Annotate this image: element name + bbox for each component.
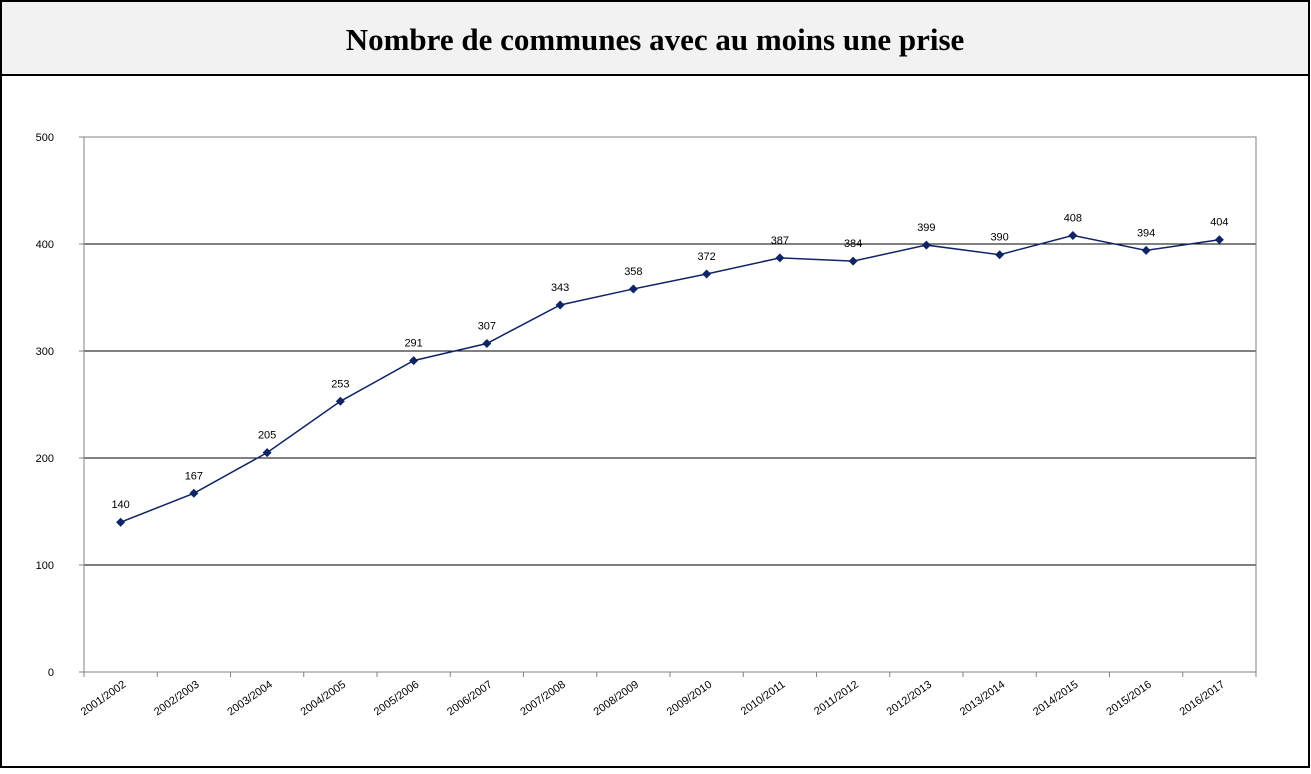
marker bbox=[1068, 230, 1078, 240]
marker bbox=[555, 300, 565, 310]
y-tick-label: 200 bbox=[36, 453, 54, 465]
data-label: 358 bbox=[624, 266, 642, 278]
marker bbox=[1214, 235, 1224, 245]
data-label: 390 bbox=[990, 232, 1008, 244]
chart-title: Nombre de communes avec au moins une pri… bbox=[346, 22, 965, 57]
data-label: 307 bbox=[478, 321, 496, 333]
data-label: 253 bbox=[331, 378, 349, 390]
data-label: 140 bbox=[111, 499, 129, 511]
marker bbox=[482, 339, 492, 349]
marker bbox=[335, 396, 345, 406]
marker bbox=[262, 448, 272, 458]
marker bbox=[628, 284, 638, 294]
data-label: 384 bbox=[844, 238, 862, 250]
data-label: 205 bbox=[258, 430, 276, 442]
marker bbox=[848, 256, 858, 266]
data-label: 343 bbox=[551, 282, 569, 294]
marker bbox=[702, 269, 712, 279]
y-tick-label: 400 bbox=[36, 239, 54, 251]
data-label: 291 bbox=[404, 338, 422, 350]
title-band bbox=[0, 0, 1310, 76]
data-label: 394 bbox=[1137, 227, 1155, 239]
marker bbox=[775, 253, 785, 263]
data-label: 372 bbox=[697, 251, 715, 263]
y-tick-label: 0 bbox=[48, 667, 54, 679]
data-label: 404 bbox=[1210, 217, 1228, 229]
y-tick-label: 300 bbox=[36, 346, 54, 358]
data-label: 387 bbox=[771, 235, 789, 247]
marker bbox=[409, 356, 419, 366]
marker bbox=[189, 488, 199, 498]
y-tick-label: 100 bbox=[36, 560, 54, 572]
data-label: 399 bbox=[917, 222, 935, 234]
line bbox=[120, 234, 1220, 523]
data-label: 167 bbox=[185, 470, 203, 482]
y-tick-label: 500 bbox=[36, 132, 54, 144]
marker bbox=[1141, 245, 1151, 255]
data-label: 408 bbox=[1064, 212, 1082, 224]
marker bbox=[921, 240, 931, 250]
marker bbox=[995, 250, 1005, 260]
marker bbox=[116, 517, 126, 527]
